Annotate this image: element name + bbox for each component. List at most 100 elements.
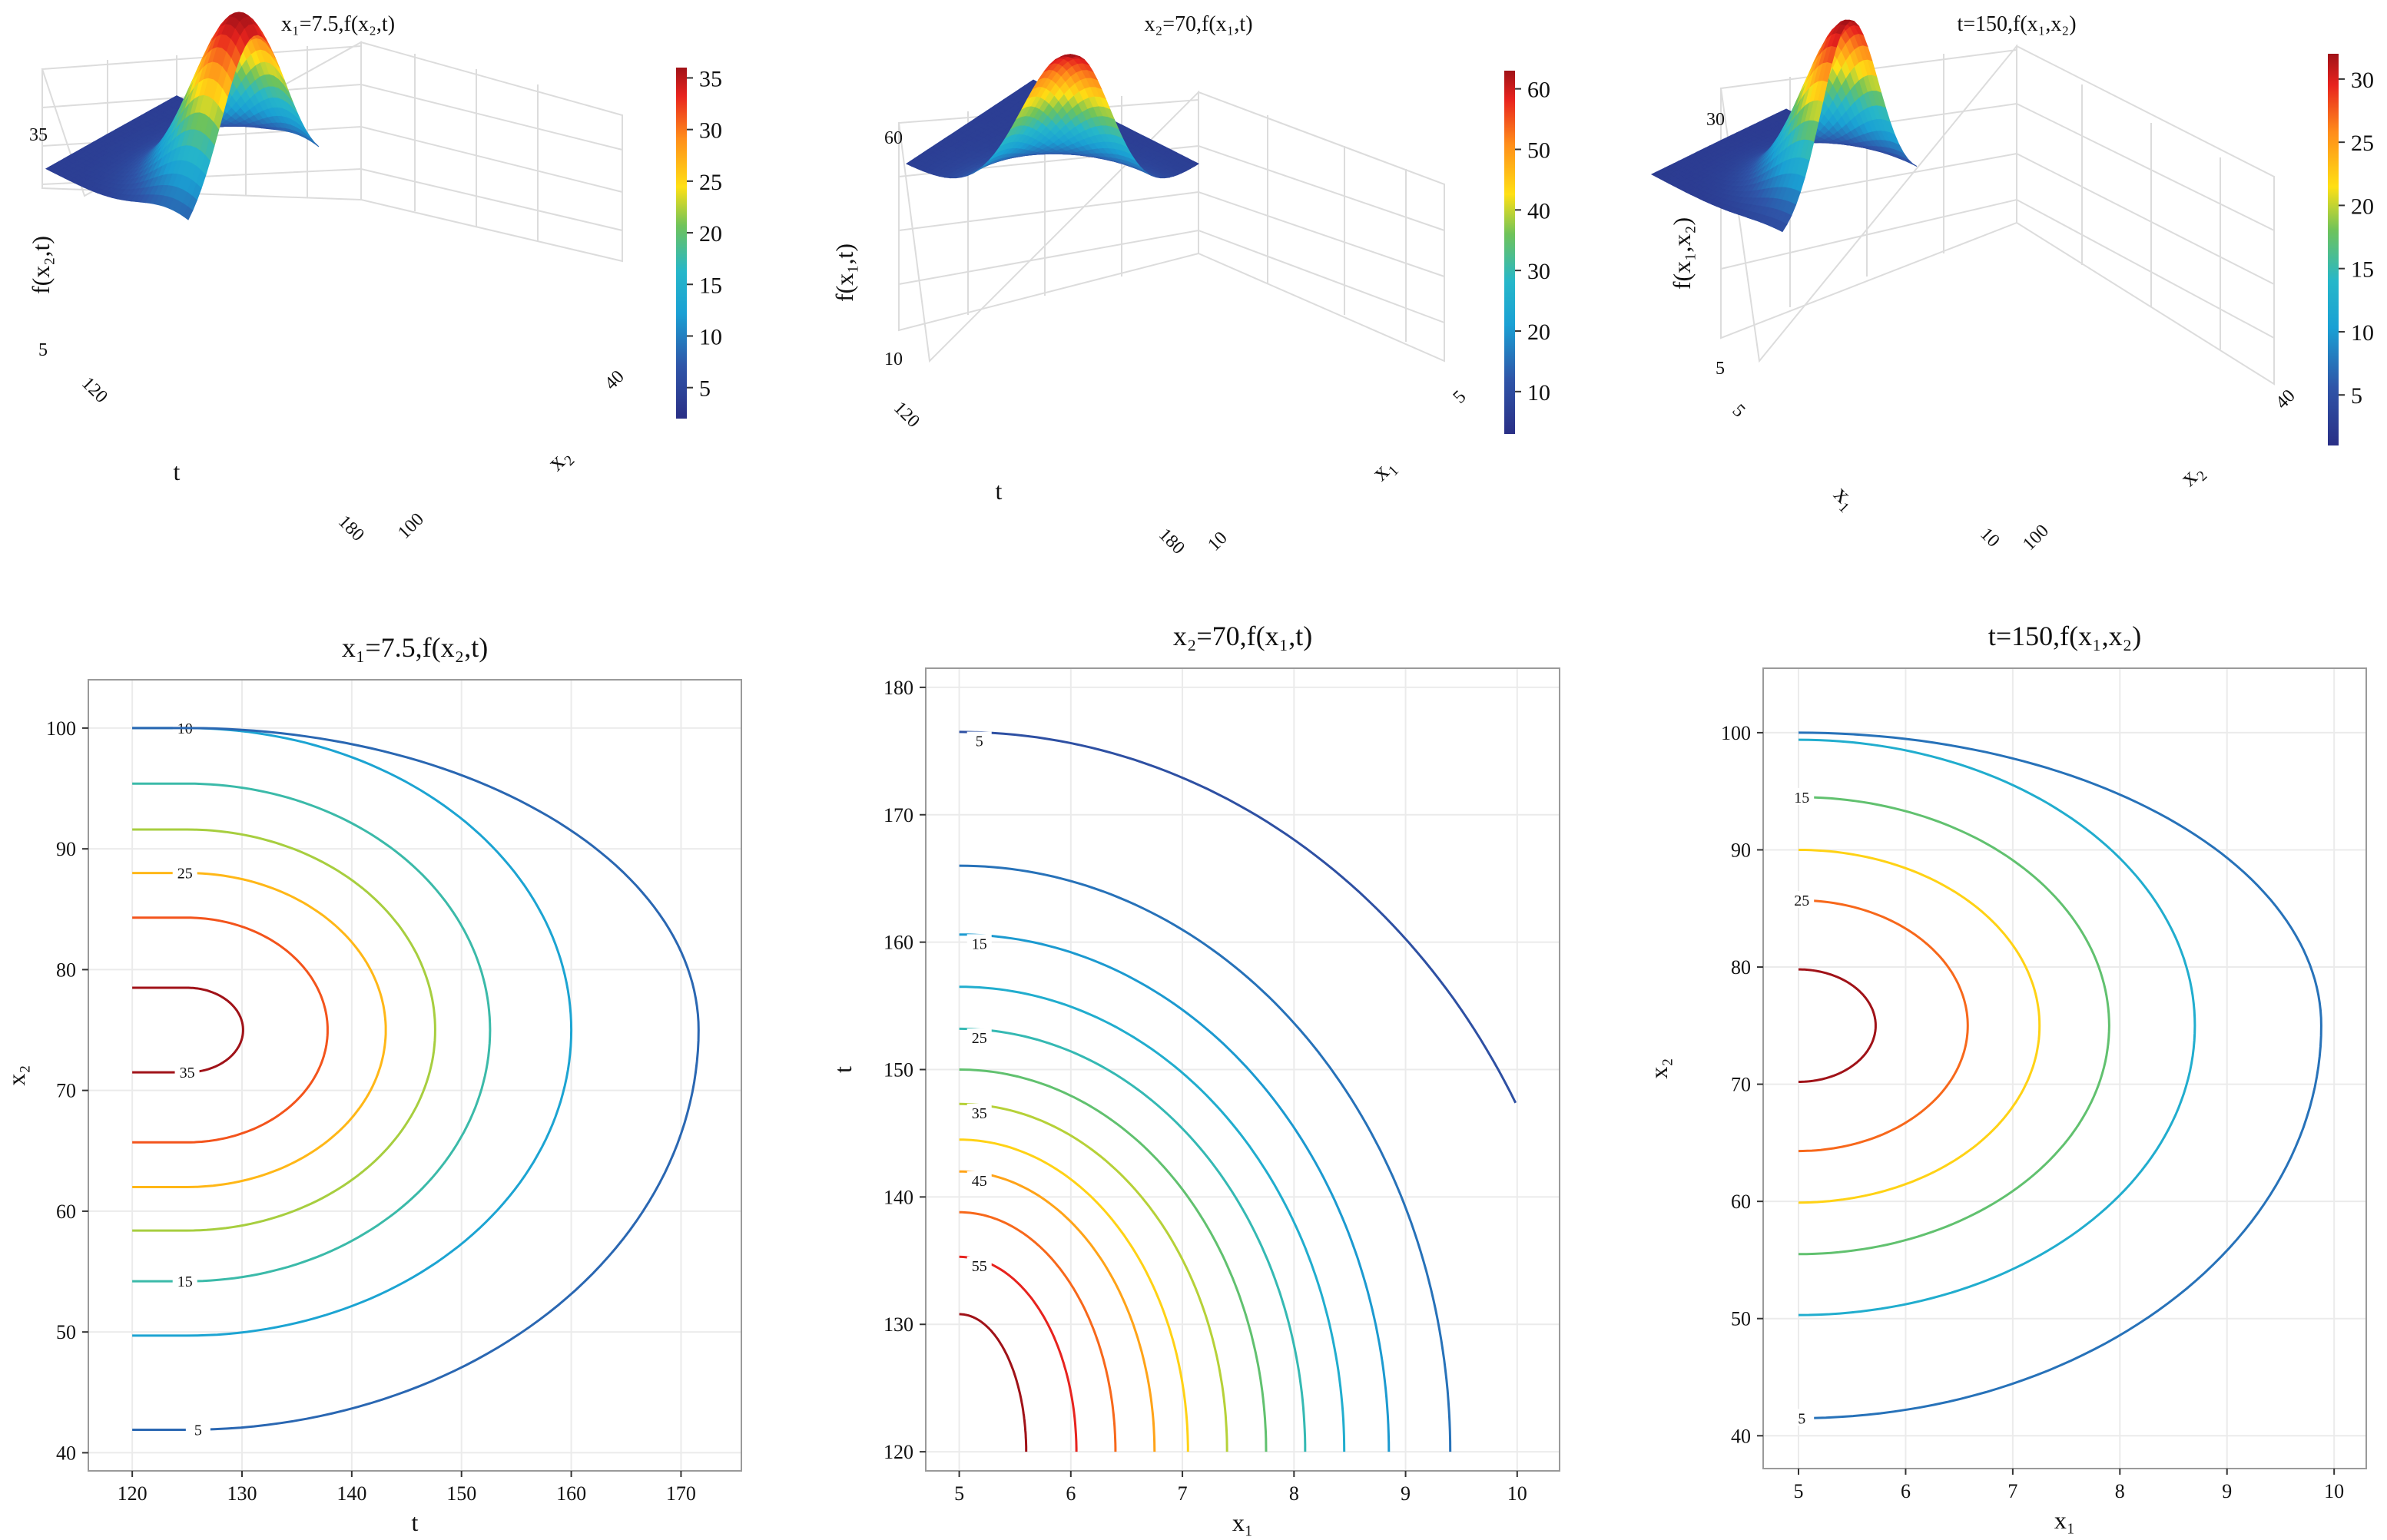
colorbar-tick-label: 10 xyxy=(699,324,722,349)
contour-line xyxy=(132,782,492,1283)
colorbar-tick-label: 10 xyxy=(2351,320,2374,346)
surface-mesh xyxy=(905,54,1200,179)
y-axis-label: x₂ xyxy=(2174,457,2209,492)
y-tick-label: 40 xyxy=(56,1442,76,1464)
contour-label-bg xyxy=(966,1103,992,1121)
colorbar-tick-label: 50 xyxy=(1527,137,1550,163)
contour-label-bg xyxy=(172,863,197,881)
colorbar-tick-label: 60 xyxy=(1527,78,1550,103)
contour-label-bg xyxy=(174,1063,200,1081)
contour-label: 35 xyxy=(180,1065,195,1081)
colorbar-tick-label: 20 xyxy=(699,221,722,247)
contour-label: 5 xyxy=(976,734,983,750)
y-tick-label: 100 xyxy=(1721,722,1751,744)
x-tick-label: 9 xyxy=(2222,1480,2232,1502)
contour-line xyxy=(1798,899,1969,1153)
colorbar-tick-label: 30 xyxy=(2351,68,2374,93)
x-tick-label: 8 xyxy=(2115,1480,2125,1502)
y-tick-label: 100 xyxy=(46,717,76,740)
surface-patch xyxy=(183,206,194,220)
chart-title: x₂=70,f(x₁,t) xyxy=(1173,621,1312,651)
y-tick-label: 80 xyxy=(1731,956,1751,979)
x-tick-label: 6 xyxy=(1901,1480,1911,1502)
surface-patch xyxy=(1065,54,1078,58)
surface-mesh xyxy=(1650,19,1918,233)
surface-mesh xyxy=(45,12,320,220)
colorbar-tick-label: 20 xyxy=(1527,320,1550,345)
x-tick-label: 160 xyxy=(556,1482,586,1505)
x-tick-label: 7 xyxy=(2007,1480,2017,1502)
panel-contour-2: 5 6 7 8 9 10 120 130 140 150 160 170 180 x₁ t x₂=70,f(x… xyxy=(829,621,1560,1536)
y-tick-label: 50 xyxy=(1731,1308,1751,1330)
contour-line xyxy=(959,1210,1117,1452)
x-tick-label: 120 xyxy=(78,373,111,407)
contour-label-bg xyxy=(966,1171,992,1188)
x-tick-label: 5 xyxy=(954,1482,964,1505)
contour-label-bg xyxy=(1789,1409,1815,1426)
contour-label: 15 xyxy=(177,1273,193,1290)
contour-label: 25 xyxy=(972,1030,987,1047)
colorbar-tick-label: 20 xyxy=(2351,194,2374,219)
y-tick-label: 160 xyxy=(884,932,913,954)
contour-line xyxy=(959,1170,1156,1452)
x-tick-label: 5 xyxy=(1729,401,1749,422)
contour-line xyxy=(1798,849,2041,1204)
z-axis-label: f(x₂,t) xyxy=(27,236,55,294)
y-tick-label: 80 xyxy=(56,959,76,981)
contour-line xyxy=(1798,796,2110,1256)
contour-label-bg xyxy=(172,1272,197,1290)
y-axis-label: x₂ xyxy=(1645,1058,1673,1078)
contour-label-bg xyxy=(1789,787,1815,805)
contour-line xyxy=(959,1068,1268,1452)
colorbar-tick-label: 30 xyxy=(1527,259,1550,284)
x-tick-label: 7 xyxy=(1178,1482,1188,1505)
z-tick-label: 5 xyxy=(1716,359,1725,379)
y-tick-label: 5 xyxy=(1450,387,1470,408)
contour-label-bg xyxy=(966,731,992,749)
contour-line xyxy=(959,864,1452,1452)
plot-frame xyxy=(88,679,742,1472)
panel-surface-1: x₁=7.5,f(x₂,t) 35 5 f(x₂,t) 120 180 t 40… xyxy=(27,12,722,545)
colorbar-tick-label: 25 xyxy=(2351,131,2374,156)
colorbar-tick-label: 15 xyxy=(699,273,722,298)
x-tick-label: 130 xyxy=(227,1482,257,1505)
y-axis-label: x₁ xyxy=(1366,452,1401,486)
colorbar-gradient xyxy=(1504,71,1515,434)
panel-surface-3: t=150,f(x₁,x₂) 30 5 f(x₁,x₂) 5 10 x₁ 40 … xyxy=(1650,12,2374,555)
contour-line xyxy=(959,1313,1028,1452)
x-tick-label: 120 xyxy=(118,1482,148,1505)
contour-line xyxy=(959,730,1517,1104)
y-tick-label: 100 xyxy=(2019,521,2053,555)
x-tick-label: 150 xyxy=(446,1482,476,1505)
contour-line xyxy=(959,1102,1228,1452)
contour-line xyxy=(132,916,329,1144)
chart-title: x₁=7.5,f(x₂,t) xyxy=(281,12,395,36)
surface-patch xyxy=(1777,221,1788,233)
contour-label: 5 xyxy=(194,1422,202,1439)
y-tick-label: 70 xyxy=(1731,1074,1751,1096)
x-tick-label: 180 xyxy=(1155,525,1189,558)
3d-axis-labels: 60 10 f(x₁,t) 120 180 t 5 10 x₁ xyxy=(830,128,1470,558)
chart-title: t=150,f(x₁,x₂) xyxy=(1957,12,2076,36)
y-tick-label: 140 xyxy=(884,1186,913,1208)
x-tick-label: 10 xyxy=(1976,524,2003,551)
y-tick-label: 60 xyxy=(56,1201,76,1223)
y-tick-label: 100 xyxy=(394,509,428,543)
y-axis-label: x₂ xyxy=(2,1065,30,1085)
contour-line xyxy=(132,872,387,1188)
y-axis-label: x₂ xyxy=(542,442,576,476)
contour-label: 25 xyxy=(177,866,193,883)
y-tick-label: 10 xyxy=(1204,528,1231,555)
z-tick-label: 35 xyxy=(29,125,48,145)
panel-contour-3: 5 6 7 8 9 10 40 50 60 70 80 90 100 x₁ x₂ t=150,f(x₁,x₂)… xyxy=(1645,621,2367,1534)
panel-contour-1: 120 130 140 150 160 170 40 50 60 70 80 90 100 t x₂ x₁=7… xyxy=(2,632,742,1536)
x-axis-label: x₁ xyxy=(2054,1506,2075,1534)
x-axis-label: t xyxy=(412,1509,419,1536)
z-axis-label: f(x₁,x₂) xyxy=(1668,217,1696,290)
contour-label: 15 xyxy=(972,936,987,952)
y-tick-label: 40 xyxy=(601,366,628,393)
colorbar-tick-label: 35 xyxy=(699,66,722,91)
x-axis-label: t xyxy=(996,477,1003,505)
colorbar-tick-label: 15 xyxy=(2351,257,2374,283)
